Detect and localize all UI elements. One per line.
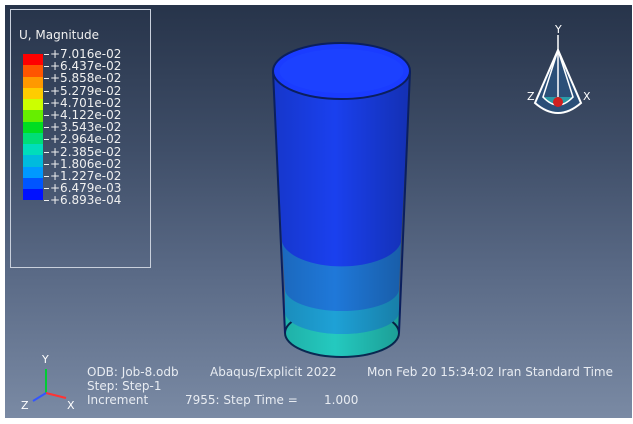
cylinder-model[interactable]: [267, 37, 417, 367]
legend-value: +4.701e-02: [50, 95, 122, 110]
legend-value: +1.806e-02: [50, 156, 122, 171]
job-info-panel: ODB: Job-8.odb Abaqus/Explicit 2022 Mon Fe…: [87, 365, 613, 407]
legend-tick: [44, 127, 49, 129]
triad-z-label: Z: [527, 90, 535, 103]
legend-swatch: [23, 54, 43, 66]
legend-swatch: [23, 132, 43, 145]
legend-title: U, Magnitude: [19, 28, 99, 42]
legend-tick: [44, 151, 49, 153]
info-line-3: Increment 7955: Step Time = 1.000: [87, 393, 613, 407]
legend-swatch: [23, 110, 43, 122]
axes-z-label: Z: [21, 399, 29, 412]
legend-swatch: [23, 189, 43, 201]
legend-value: +2.964e-02: [50, 132, 122, 147]
legend-tick: [44, 66, 49, 68]
legend-tick: [44, 176, 49, 177]
legend-swatch: [23, 177, 43, 190]
legend-swatch: [23, 155, 43, 167]
legend-swatch: [23, 65, 43, 77]
odb-name: ODB: Job-8.odb: [87, 365, 179, 379]
legend-swatch: [23, 166, 43, 178]
solver-version: Abaqus/Explicit 2022: [210, 365, 337, 379]
legend-value: +5.279e-02: [50, 83, 122, 98]
legend-swatch: [23, 99, 43, 111]
triad-x-label: X: [583, 90, 591, 103]
legend-value: +2.385e-02: [50, 144, 122, 159]
legend-tick: [44, 115, 49, 116]
legend-tick: [44, 54, 49, 55]
legend-value: +1.227e-02: [50, 168, 122, 183]
legend-value: +6.479e-03: [50, 181, 122, 196]
increment-value: 7955: Step Time =: [185, 393, 298, 407]
legend-swatch: [23, 121, 43, 133]
step-time: 1.000: [324, 393, 359, 407]
view-triad: Y Z X: [527, 25, 591, 114]
increment-label: Increment: [87, 393, 149, 407]
legend-value: +5.858e-02: [50, 71, 122, 86]
legend-value: +3.543e-02: [50, 120, 122, 135]
legend-tick: [44, 188, 49, 190]
global-axes-triad: Y Z X: [21, 353, 75, 412]
legend-tick: [44, 200, 49, 202]
axes-y-label: Y: [41, 353, 49, 366]
legend-tick: [44, 139, 49, 141]
legend-value: +4.122e-02: [50, 107, 122, 122]
legend-value: +6.893e-04: [50, 193, 122, 208]
legend-tick: [44, 90, 49, 92]
legend-tick: [44, 78, 49, 80]
legend-tick: [44, 163, 49, 165]
legend-tick: [44, 102, 49, 104]
triad-y-label: Y: [554, 25, 562, 36]
abaqus-viewport[interactable]: U, Magnitude +7.016e-02 +6.437e-02 +5.858e…: [5, 5, 632, 418]
legend-swatch: [23, 76, 43, 88]
legend-color-bar: [23, 54, 43, 201]
legend-swatch: [23, 144, 43, 156]
legend-value: +6.437e-02: [50, 59, 122, 74]
legend-box: U, Magnitude +7.016e-02 +6.437e-02 +5.858e…: [10, 9, 151, 268]
info-line-2: Step: Step-1: [87, 379, 162, 393]
axes-x-label: X: [67, 399, 75, 412]
legend-values: +7.016e-02 +6.437e-02 +5.858e-02 +5.279e-02…: [50, 47, 122, 208]
run-date: Mon Feb 20 15:34:02 Iran Standard Time: [367, 365, 613, 379]
legend-swatch: [23, 87, 43, 100]
info-line-1: ODB: Job-8.odb Abaqus/Explicit 2022 Mon Fe…: [87, 365, 613, 379]
legend-value: +7.016e-02: [50, 47, 122, 61]
